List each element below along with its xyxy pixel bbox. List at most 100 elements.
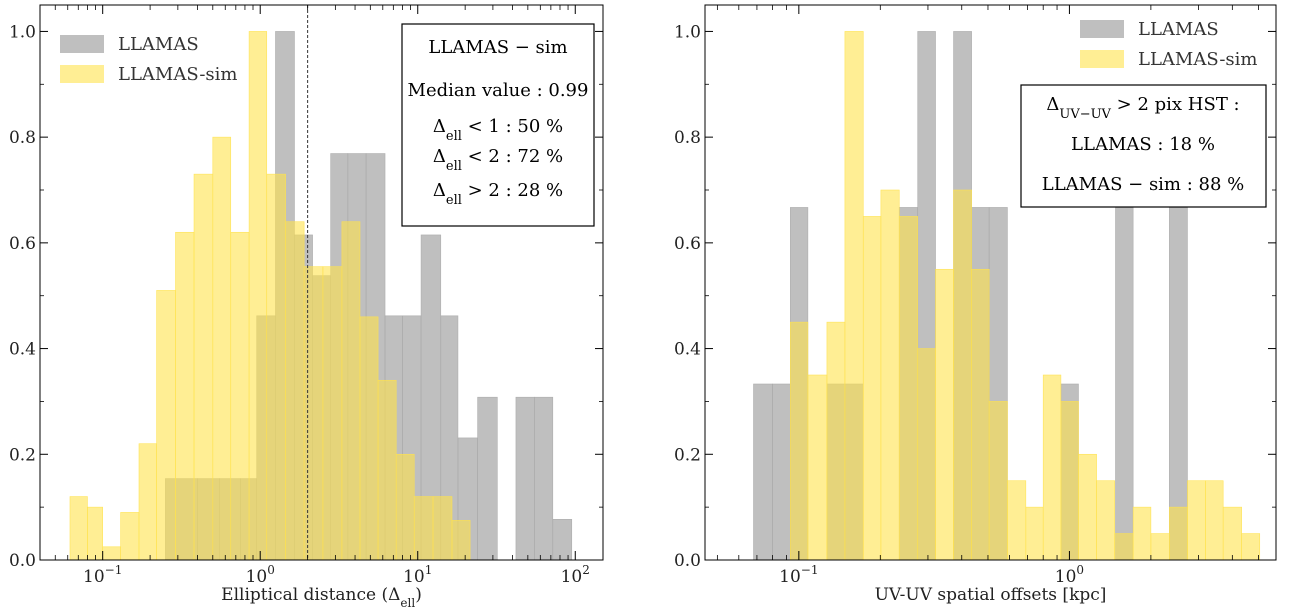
stats-title: LLAMAS − sim [428, 37, 567, 58]
bar-llamas-sim [1222, 506, 1242, 561]
bar-llamas-sim [1007, 480, 1027, 561]
bar-llamas-sim [395, 453, 415, 561]
bar-llamas-sim [322, 266, 343, 561]
x-tick-label: 102 [561, 563, 590, 587]
bar-llamas-sim [69, 496, 88, 561]
y-tick-label: 0.4 [674, 340, 701, 360]
bar-llamas-sim [193, 173, 214, 561]
bar-llamas-sim [953, 189, 972, 561]
bar-llamas-sim [1025, 506, 1044, 561]
y-tick-label: 0.6 [674, 234, 701, 254]
legend-label-llamas-sim: LLAMAS-sim [1138, 49, 1257, 70]
bar-llamas-sim [1150, 533, 1170, 561]
bar-llamas-sim [341, 221, 361, 561]
legend-swatch-llamas [60, 35, 104, 53]
bars-left [69, 31, 573, 561]
legend-swatch-llamas-sim [1080, 50, 1124, 68]
bar-llamas [552, 518, 573, 561]
bar-llamas-sim [1169, 506, 1188, 561]
x-tick-label: 100 [246, 563, 275, 587]
legend-right: LLAMAS LLAMAS-sim [1080, 19, 1257, 70]
stats-box-right: ΔUV−UV > 2 pix HST : LLAMAS : 18 % LLAMA… [1020, 84, 1267, 208]
bar-llamas-sim [303, 266, 324, 561]
bar-llamas-sim [1114, 533, 1134, 561]
bar-llamas [1115, 207, 1134, 561]
y-tick-label: 0.8 [9, 128, 36, 148]
y-tick-label: 0.0 [9, 551, 36, 571]
stats-box-left: LLAMAS − sim Median value : 0.99 Δell < … [401, 23, 595, 227]
legend-swatch-llamas-sim [60, 65, 104, 83]
y-tick-label: 0.0 [674, 551, 701, 571]
y-tick-label: 0.6 [9, 234, 36, 254]
bar-llamas-sim [285, 221, 305, 561]
bar-llamas [515, 396, 535, 561]
chart-right: 0.0 0.2 0.4 0.6 0.8 1.0 10−1 100 UV-UV spatial … [674, 4, 1277, 605]
bar-llamas-sim [917, 348, 936, 561]
bar-llamas-sim [175, 231, 195, 561]
y-tick-label: 0.2 [674, 445, 701, 465]
legend-label-llamas: LLAMAS [1138, 19, 1219, 40]
bar-llamas-sim [451, 520, 471, 561]
bar-llamas-sim [212, 136, 232, 561]
bar-llamas-sim [1078, 453, 1097, 561]
bar-llamas-sim [1132, 506, 1152, 561]
stats-llamas-sim: LLAMAS − sim : 88 % [1042, 174, 1245, 195]
bar-llamas-sim [1187, 480, 1206, 561]
y-tick-label: 0.8 [674, 128, 701, 148]
bar-llamas-sim [807, 374, 828, 561]
legend-label-llamas-sim: LLAMAS-sim [118, 64, 237, 85]
bar-llamas [534, 396, 554, 561]
bars-right [753, 31, 1261, 561]
bar-llamas-sim [1042, 374, 1062, 561]
bar-llamas-sim [862, 216, 882, 561]
axes-frame-right [704, 4, 1277, 561]
bar-llamas-sim [898, 216, 919, 561]
bar-llamas-sim [880, 189, 900, 561]
stats-llamas: LLAMAS : 18 % [1071, 134, 1215, 155]
x-tick-label: 101 [403, 563, 432, 587]
ticks-right: 0.0 0.2 0.4 0.6 0.8 1.0 10−1 100 [674, 5, 1276, 587]
bar-llamas-sim [266, 173, 286, 561]
x-tick-label: 100 [1055, 563, 1084, 587]
bar-llamas-sim [971, 268, 990, 561]
bar-llamas-sim [87, 506, 103, 561]
ticks-left: 0.0 0.2 0.4 0.6 0.8 1.0 10−1 100 101 102 [9, 5, 603, 587]
x-axis-label-left: Elliptical distance (Δell) [221, 585, 422, 610]
bar-llamas [753, 383, 773, 561]
bar-llamas-sim [432, 496, 453, 561]
chart-left: 0.0 0.2 0.4 0.6 0.8 1.0 10−1 100 101 102 Elliptic… [9, 4, 604, 610]
y-tick-label: 1.0 [674, 22, 701, 42]
bar-llamas-sim [988, 401, 1008, 561]
bar-llamas-sim [156, 290, 176, 561]
bar-llamas-sim [102, 546, 121, 561]
bar-llamas-sim [790, 321, 809, 561]
bar-llamas-sim [844, 31, 864, 561]
bar-llamas-sim [1096, 480, 1115, 561]
bar-llamas-sim [1060, 401, 1079, 561]
x-tick-label: 10−1 [779, 563, 818, 587]
legend-left: LLAMAS LLAMAS-sim [60, 34, 237, 85]
x-axis-label-right: UV-UV spatial offsets [kpc] [875, 585, 1107, 605]
bar-llamas-sim [413, 496, 434, 561]
legend-swatch-llamas [1080, 20, 1124, 38]
bar-llamas-sim [377, 379, 397, 561]
stats-box-frame [401, 23, 595, 227]
axes-frame-left [39, 4, 604, 561]
y-tick-label: 0.2 [9, 445, 36, 465]
bar-llamas-sim [120, 512, 140, 561]
y-tick-label: 0.4 [9, 340, 36, 360]
legend-label-llamas: LLAMAS [118, 34, 199, 55]
x-tick-label: 10−1 [83, 563, 122, 587]
bar-llamas-sim [248, 31, 268, 561]
bar-llamas [772, 383, 791, 561]
bar-llamas-sim [935, 268, 954, 561]
bar-llamas-sim [1241, 533, 1261, 561]
y-tick-label: 1.0 [9, 22, 36, 42]
bar-llamas-sim [138, 443, 157, 561]
bar-llamas [477, 396, 498, 561]
stats-box-frame [1020, 84, 1267, 208]
bar-llamas-sim [826, 321, 846, 561]
bar-llamas-sim [1205, 480, 1224, 561]
bar-llamas-sim [359, 316, 379, 561]
